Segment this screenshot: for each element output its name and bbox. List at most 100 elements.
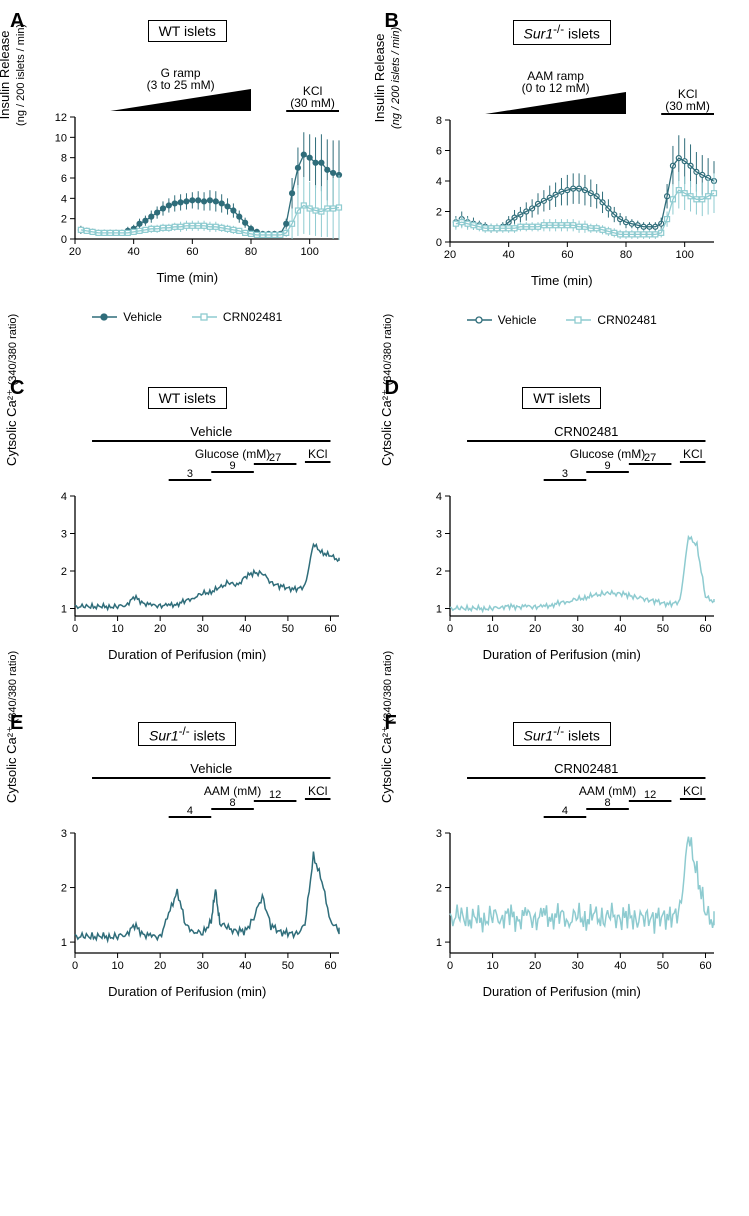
svg-text:(30 mM): (30 mM) <box>291 96 336 110</box>
svg-text:3: 3 <box>187 468 193 480</box>
svg-text:8: 8 <box>61 153 67 165</box>
panel-f: F Sur1-/- islets Cytsolic Ca²⁺ (340/380 … <box>390 722 735 1000</box>
chart-svg-e: 0102030405060123VehicleAAM (mM)4812KCl <box>27 761 347 981</box>
svg-text:20: 20 <box>154 623 166 635</box>
figure-grid: A WT islets Insulin Release (ng / 200 is… <box>15 20 734 999</box>
panel-a: A WT islets Insulin Release (ng / 200 is… <box>15 20 360 327</box>
legend-item: CRN02481 <box>192 310 282 324</box>
svg-text:6: 6 <box>436 145 442 157</box>
chart-svg-c: 01020304050601234VehicleGlucose (mM)3927… <box>27 424 347 644</box>
svg-text:12: 12 <box>269 789 281 801</box>
panel-a-chart: Insulin Release (ng / 200 islets / min) … <box>27 57 347 267</box>
legend-item: Vehicle <box>467 313 537 327</box>
svg-text:0: 0 <box>436 237 442 249</box>
y-axis-label: Cytsolic Ca²⁺ <box>379 389 394 466</box>
svg-text:KCl: KCl <box>683 784 702 798</box>
panel-d: D WT islets Cytsolic Ca²⁺ (340/380 ratio… <box>390 387 735 662</box>
svg-text:8: 8 <box>230 797 236 809</box>
svg-text:10: 10 <box>486 623 498 635</box>
svg-text:1: 1 <box>436 937 442 949</box>
y-axis-label: Cytsolic Ca²⁺ <box>379 726 394 803</box>
panel-f-chart: Cytsolic Ca²⁺ (340/380 ratio) 0102030405… <box>402 761 722 981</box>
x-axis-label: Duration of Perifusion (min) <box>15 984 360 999</box>
panel-d-chart: Cytsolic Ca²⁺ (340/380 ratio) 0102030405… <box>402 424 722 644</box>
svg-text:Glucose (mM): Glucose (mM) <box>570 447 645 461</box>
y-axis-sublabel: (ng / 200 islets / min) <box>15 24 27 126</box>
panel-c-title: WT islets <box>148 387 227 409</box>
svg-text:AAM (mM): AAM (mM) <box>204 784 261 798</box>
y-axis-sublabel: (340/380 ratio) <box>7 313 19 385</box>
svg-text:3: 3 <box>61 828 67 840</box>
svg-text:40: 40 <box>128 246 140 258</box>
svg-text:40: 40 <box>614 623 626 635</box>
y-axis-label: Cytsolic Ca²⁺ <box>4 389 19 466</box>
svg-text:KCl: KCl <box>683 447 702 461</box>
y-axis-sublabel: (340/380 ratio) <box>382 313 394 385</box>
y-axis-sublabel: (ng / 200 islets / min) <box>390 27 402 129</box>
svg-text:4: 4 <box>61 491 67 503</box>
svg-text:2: 2 <box>436 206 442 218</box>
svg-text:30: 30 <box>571 623 583 635</box>
svg-text:6: 6 <box>61 173 67 185</box>
x-axis-label: Time (min) <box>15 270 360 285</box>
svg-text:1: 1 <box>436 603 442 615</box>
svg-text:9: 9 <box>230 460 236 472</box>
svg-text:4: 4 <box>187 805 193 817</box>
svg-text:60: 60 <box>325 960 337 972</box>
svg-text:50: 50 <box>657 960 669 972</box>
panel-a-title: WT islets <box>148 20 227 42</box>
svg-text:(0 to 12 mM): (0 to 12 mM) <box>521 81 589 95</box>
panel-a-legend: Vehicle CRN02481 <box>15 310 360 324</box>
legend-item: Vehicle <box>92 310 162 324</box>
svg-text:12: 12 <box>55 112 67 124</box>
svg-text:80: 80 <box>620 249 632 261</box>
svg-text:40: 40 <box>239 623 251 635</box>
y-axis-label: Insulin Release <box>372 33 387 122</box>
svg-text:10: 10 <box>55 132 67 144</box>
svg-text:4: 4 <box>562 805 568 817</box>
svg-text:60: 60 <box>699 960 711 972</box>
svg-text:Vehicle: Vehicle <box>191 424 233 439</box>
svg-text:27: 27 <box>644 452 656 464</box>
svg-text:27: 27 <box>269 452 281 464</box>
x-axis-label: Time (min) <box>390 273 735 288</box>
svg-text:0: 0 <box>61 234 67 246</box>
svg-text:3: 3 <box>436 828 442 840</box>
svg-text:2: 2 <box>61 883 67 895</box>
svg-text:1: 1 <box>61 937 67 949</box>
svg-text:Glucose (mM): Glucose (mM) <box>195 447 270 461</box>
svg-text:0: 0 <box>447 960 453 972</box>
y-axis-sublabel: (340/380 ratio) <box>382 651 394 723</box>
svg-text:2: 2 <box>436 883 442 895</box>
panel-b-title: Sur1-/- islets <box>513 20 611 45</box>
svg-text:Vehicle: Vehicle <box>191 761 233 776</box>
svg-text:30: 30 <box>197 623 209 635</box>
y-axis-label: Insulin Release <box>0 30 12 119</box>
svg-text:20: 20 <box>529 623 541 635</box>
svg-text:4: 4 <box>436 491 442 503</box>
svg-text:60: 60 <box>325 623 337 635</box>
svg-text:60: 60 <box>699 623 711 635</box>
svg-text:10: 10 <box>112 960 124 972</box>
svg-text:60: 60 <box>561 249 573 261</box>
svg-text:CRN02481: CRN02481 <box>554 424 618 439</box>
panel-b-legend: Vehicle CRN02481 <box>390 313 735 327</box>
panel-c-chart: Cytsolic Ca²⁺ (340/380 ratio) 0102030405… <box>27 424 347 644</box>
legend-item: CRN02481 <box>566 313 656 327</box>
svg-text:1: 1 <box>61 603 67 615</box>
svg-text:30: 30 <box>197 960 209 972</box>
svg-text:4: 4 <box>436 176 442 188</box>
panel-f-title: Sur1-/- islets <box>513 722 611 747</box>
svg-text:60: 60 <box>186 246 198 258</box>
chart-svg-d: 01020304050601234CRN02481Glucose (mM)392… <box>402 424 722 644</box>
svg-text:80: 80 <box>245 246 257 258</box>
svg-text:12: 12 <box>644 789 656 801</box>
svg-text:50: 50 <box>282 623 294 635</box>
svg-text:8: 8 <box>436 115 442 127</box>
panel-c: C WT islets Cytsolic Ca²⁺ (340/380 ratio… <box>15 387 360 662</box>
panel-d-title: WT islets <box>522 387 601 409</box>
svg-text:10: 10 <box>486 960 498 972</box>
chart-svg-a: 20406080100024681012G ramp(3 to 25 mM)KC… <box>27 57 347 267</box>
svg-text:9: 9 <box>604 460 610 472</box>
svg-text:(3 to 25 mM): (3 to 25 mM) <box>147 78 215 92</box>
